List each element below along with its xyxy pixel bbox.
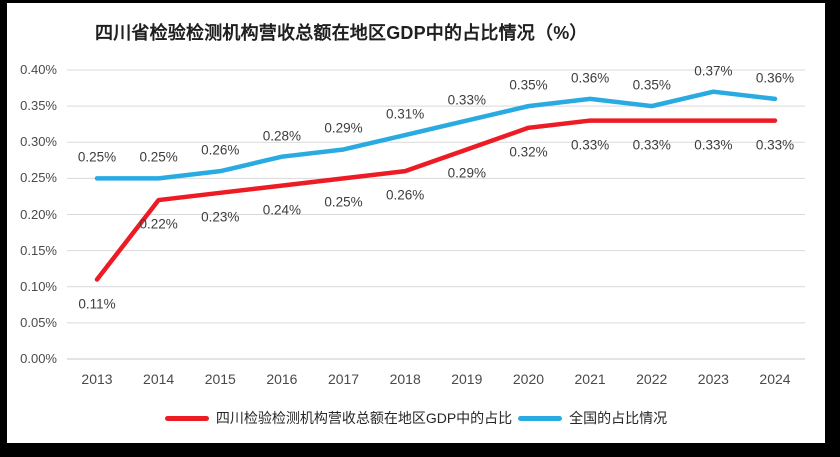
chart-canvas — [67, 69, 805, 360]
x-axis-tick-label: 2015 — [204, 371, 236, 387]
sichuan-data-label: 0.29% — [447, 165, 486, 181]
x-axis-tick-label: 2014 — [143, 371, 175, 387]
y-axis-tick-label: 0.00% — [20, 351, 57, 366]
x-axis-tick-label: 2016 — [266, 371, 298, 387]
y-axis-tick-label: 0.15% — [20, 242, 57, 258]
sichuan-data-label: 0.24% — [262, 202, 302, 218]
national-data-label: 0.25% — [139, 149, 178, 165]
national-data-label: 0.33% — [447, 92, 486, 108]
national-data-label: 0.28% — [262, 128, 302, 144]
sichuan-data-label: 0.33% — [755, 137, 795, 153]
sichuan-series-line — [94, 118, 778, 282]
national-data-label: 0.29% — [324, 120, 363, 136]
national-data-label: 0.31% — [386, 106, 425, 122]
sichuan-data-label: 0.11% — [78, 296, 116, 312]
x-axis-tick-label: 2017 — [327, 371, 360, 387]
sichuan-data-label: 0.23% — [201, 209, 240, 225]
y-axis-tick-label: 0.25% — [20, 170, 57, 186]
plot-area: 0.00% 0.05% 0.10% 0.15% 0.20% 0.25% 0.30% 0.35%… — [7, 3, 825, 443]
y-axis-tick-label: 0.30% — [20, 134, 57, 150]
legend-item-sichuan: 四川检验检测机构营收总额在地区GDP中的占比 — [164, 408, 513, 428]
x-axis-tick-label: 2018 — [389, 371, 421, 387]
national-data-label: 0.25% — [77, 149, 117, 165]
legend: 四川检验检测机构营收总额在地区GDP中的占比 全国的占比情况 — [7, 407, 825, 429]
national-data-label: 0.35% — [632, 77, 671, 93]
national-legend-line-icon — [518, 415, 563, 421]
national-data-label: 0.37% — [694, 63, 733, 79]
sichuan-data-label: 0.22% — [139, 216, 178, 232]
sichuan-legend-label: 四川检验检测机构营收总额在地区GDP中的占比 — [215, 410, 513, 426]
sichuan-data-label: 0.33% — [570, 137, 610, 153]
x-axis-tick-label: 2021 — [574, 371, 606, 387]
legend-item-national: 全国的占比情况 — [518, 408, 667, 428]
sichuan-legend-line-icon — [164, 415, 209, 421]
sichuan-data-label: 0.33% — [632, 137, 671, 153]
national-data-label: 0.36% — [570, 70, 610, 86]
y-axis-tick-label: 0.05% — [20, 314, 57, 330]
sichuan-data-label: 0.26% — [386, 187, 425, 203]
x-axis-tick-label: 2020 — [512, 371, 545, 387]
x-axis-tick-label: 2023 — [697, 371, 729, 387]
national-legend-label: 全国的占比情况 — [569, 410, 668, 426]
x-axis-tick-label: 2013 — [81, 371, 113, 387]
national-data-label: 0.35% — [509, 77, 548, 93]
national-data-label: 0.36% — [755, 70, 795, 86]
national-series-line — [94, 89, 778, 181]
x-axis-tick-label: 2019 — [451, 371, 483, 387]
y-axis-tick-label: 0.35% — [20, 98, 57, 114]
national-data-label: 0.26% — [201, 142, 240, 158]
x-axis-tick-label: 2024 — [759, 371, 791, 387]
y-axis-tick-label: 0.40% — [20, 62, 57, 77]
y-axis-tick-label: 0.20% — [20, 206, 57, 222]
chart-frame: 四川省检验检测机构营收总额在地区GDP中的占比情况（%） 0.00% 0.05% 0… — [7, 3, 825, 443]
x-axis-tick-label: 2022 — [636, 371, 668, 387]
sichuan-data-label: 0.25% — [324, 194, 363, 210]
sichuan-data-label: 0.32% — [509, 144, 548, 160]
y-axis-tick-label: 0.10% — [20, 278, 57, 294]
chart-title: 四川省检验检测机构营收总额在地区GDP中的占比情况（%） — [95, 23, 588, 43]
sichuan-data-label: 0.33% — [694, 137, 733, 153]
